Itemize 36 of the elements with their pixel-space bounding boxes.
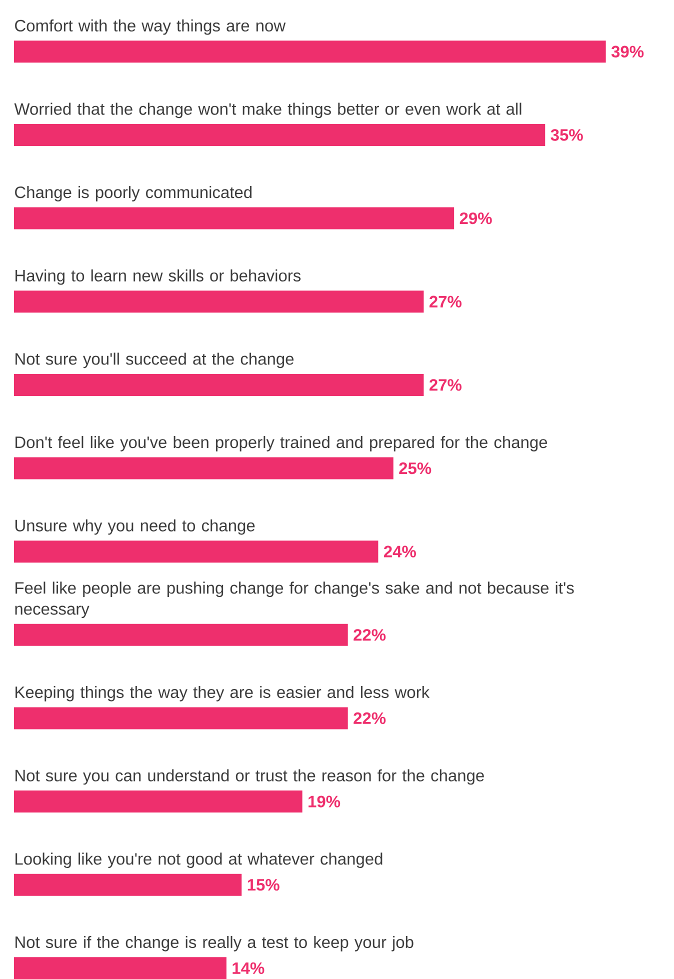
data-label: 29%	[460, 212, 492, 224]
data-label: 27%	[430, 379, 462, 391]
bar	[14, 207, 454, 230]
bar	[14, 540, 378, 563]
y-tick-label: Having to learn new skills or behaviors	[16, 269, 301, 285]
y-tick-label: Looking like you're not good at whatever changed	[16, 852, 382, 868]
bar	[14, 374, 424, 396]
y-tick-label: Unsure why you need to change	[15, 519, 255, 535]
data-label: 22%	[354, 629, 386, 641]
data-label: 27%	[430, 296, 462, 308]
y-tick-label: Worried that the change won't make things better or even work at all	[14, 102, 522, 118]
y-tick-label: Not sure you'll succeed at the change	[16, 352, 294, 368]
bar	[14, 790, 302, 813]
y-tick-label: Not sure if the change is really a test to keep your job	[16, 936, 414, 952]
data-label: 22%	[354, 712, 386, 724]
y-tick-label: Comfort with the way things are now	[15, 19, 286, 35]
data-label: 35%	[550, 129, 583, 141]
data-label: 24%	[384, 546, 416, 558]
data-label: 14%	[232, 962, 264, 974]
bar	[14, 957, 226, 979]
bar	[14, 40, 606, 63]
bar	[14, 457, 394, 480]
y-tick-label: Feel like people are pushing change for change's sake and not because it's necessary	[15, 582, 574, 618]
y-tick-label: Keeping things the way they are is easier and less work	[16, 686, 430, 702]
y-tick-label: Don't feel like you've been properly trained and prepared for the change	[16, 436, 548, 452]
bar	[14, 624, 348, 646]
data-label: 25%	[399, 462, 432, 474]
data-label: 15%	[248, 879, 280, 891]
bar	[14, 707, 348, 730]
y-tick-label: Not sure you can understand or trust the reason for the change	[16, 769, 484, 785]
data-label: 19%	[308, 796, 340, 808]
bar	[14, 290, 424, 313]
bar	[14, 124, 546, 146]
bar	[14, 874, 242, 896]
y-tick-label: Change is poorly communicated	[15, 186, 252, 202]
data-label: 39%	[611, 46, 644, 58]
